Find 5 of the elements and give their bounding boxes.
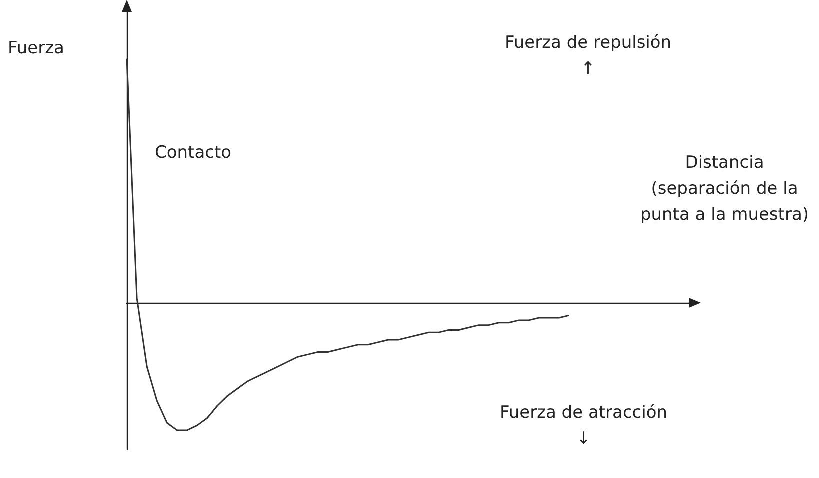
x-axis-title: Distancia (separación de la punta a la muestra) bbox=[640, 153, 810, 225]
annotation: Fuerza de repulsión ↑ bbox=[504, 33, 672, 79]
annotation: Fuerza de atracción ↓ bbox=[500, 403, 668, 449]
annotation: Contacto bbox=[154, 143, 232, 163]
y-axis-title: Fuerza bbox=[8, 38, 64, 58]
